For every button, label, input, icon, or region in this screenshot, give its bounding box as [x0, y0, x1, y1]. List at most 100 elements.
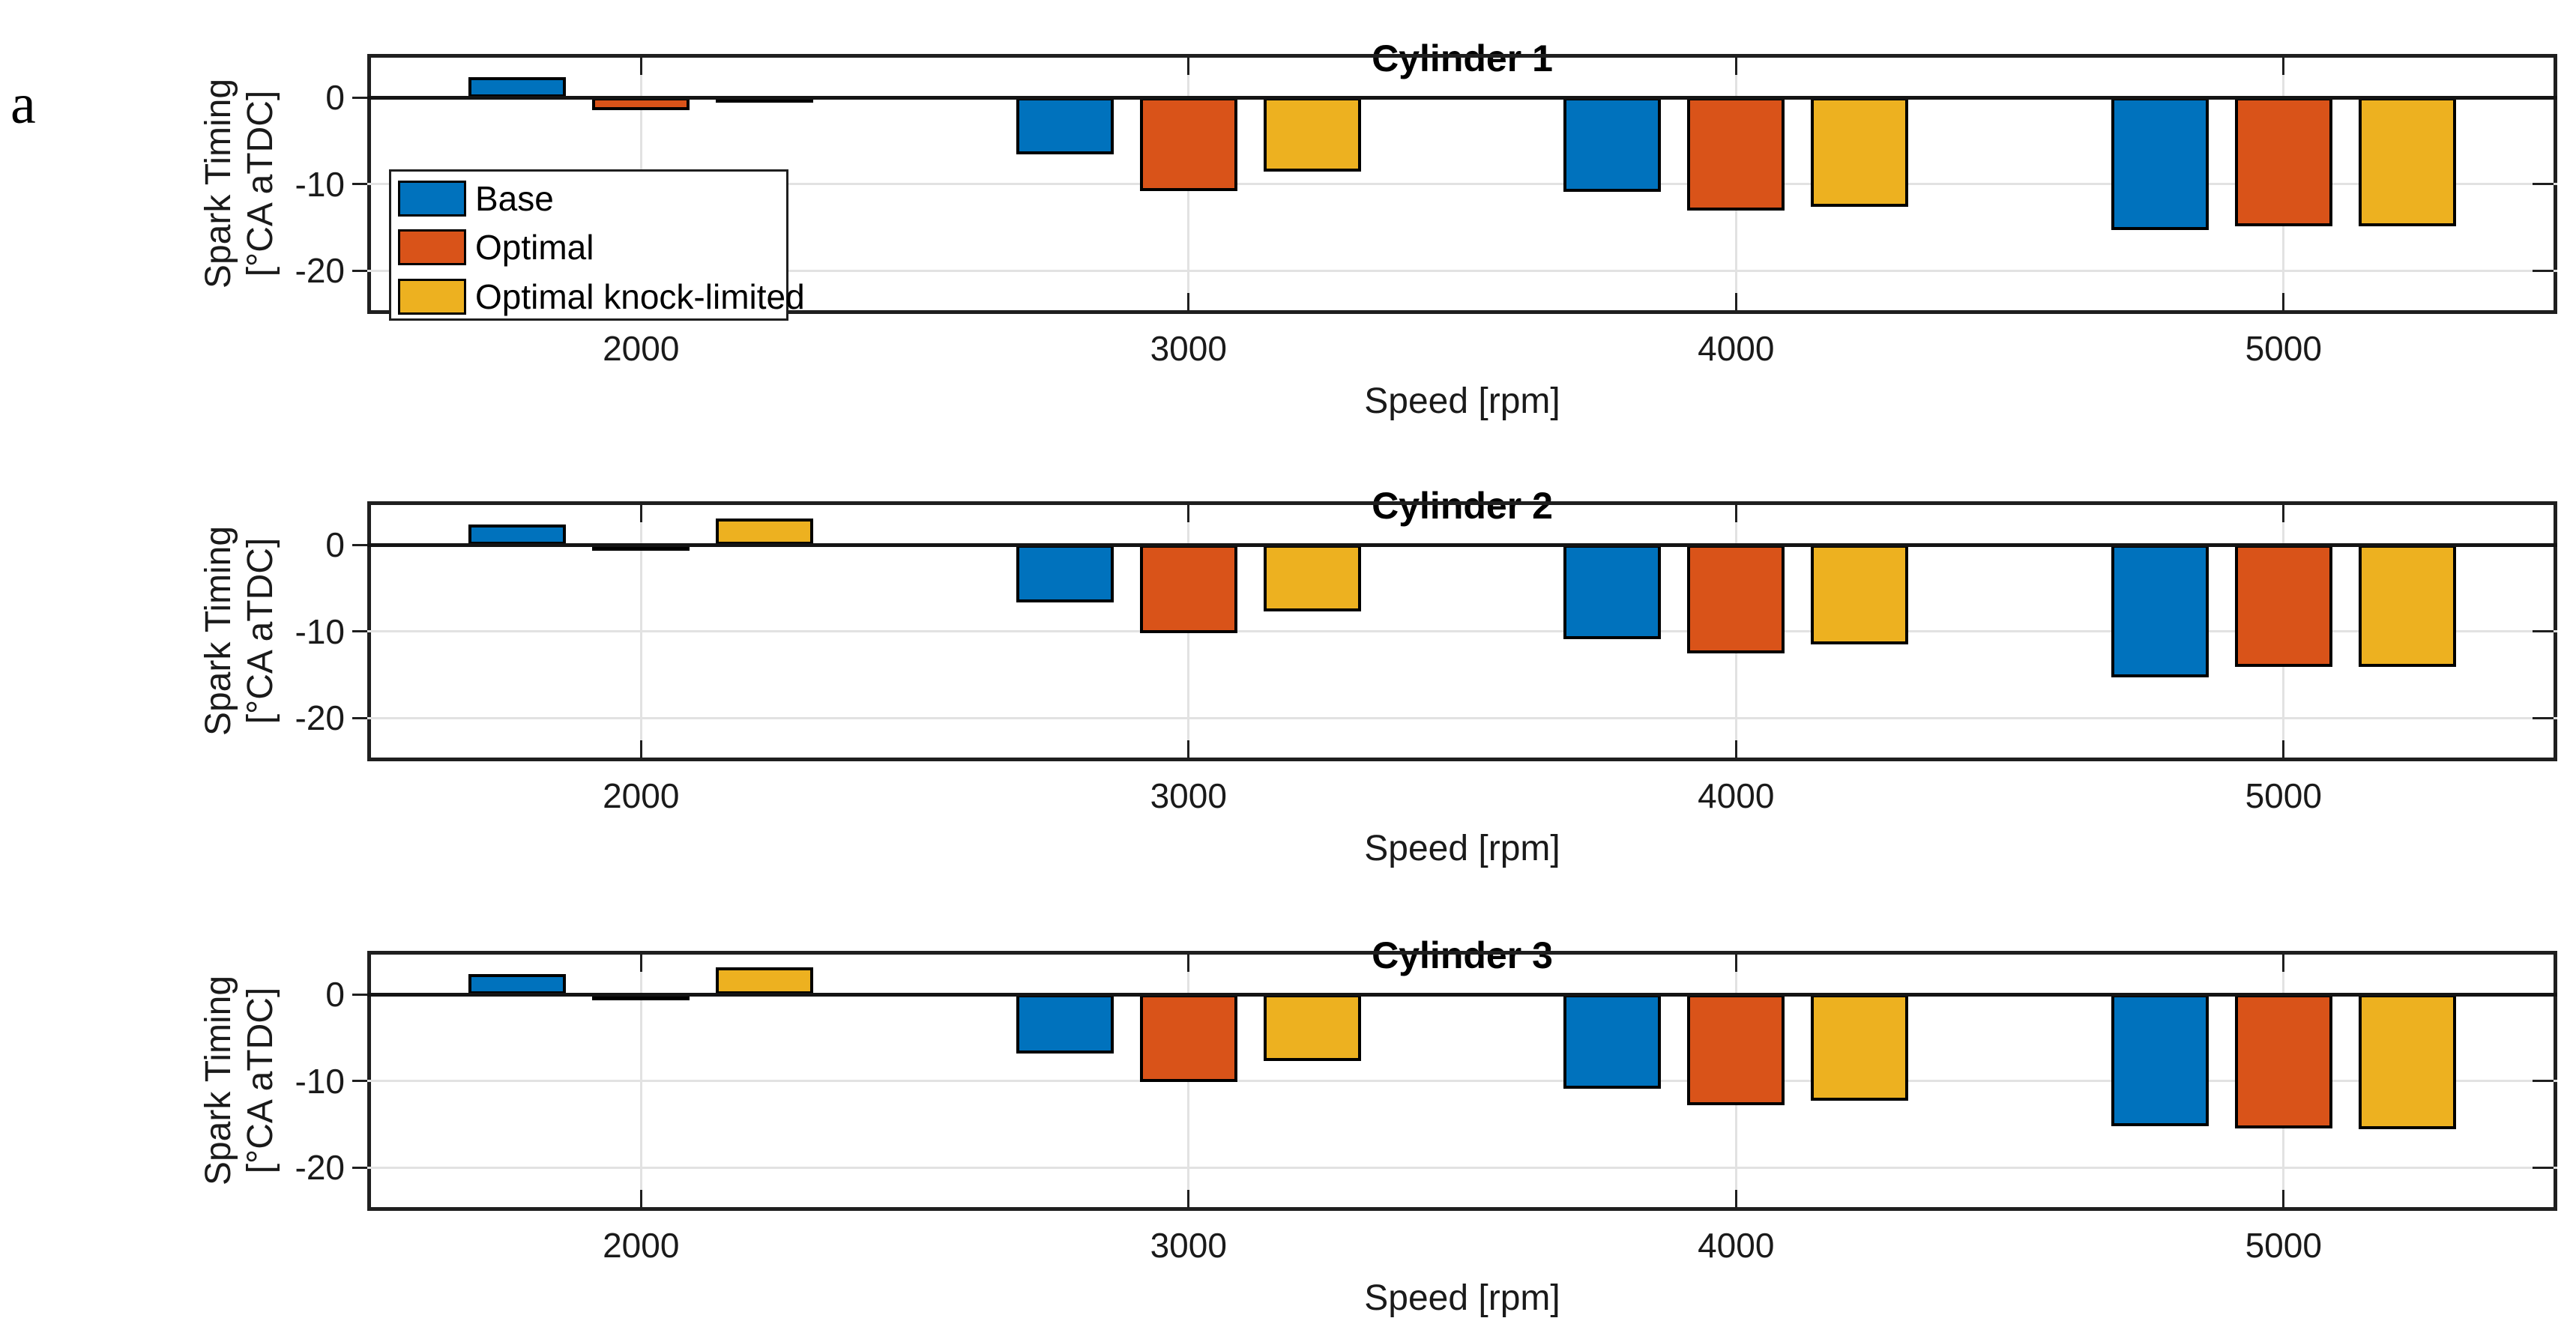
bar-optimal-knock-limited-3000: [1264, 994, 1361, 1061]
y-tick-left--20: [352, 1166, 367, 1169]
x-tick-top-4000: [1734, 501, 1737, 522]
gridline-horizontal--20: [367, 1166, 2557, 1169]
y-tick-label-0: 0: [325, 975, 345, 1014]
x-tick-top-3000: [1187, 54, 1190, 75]
bar-optimal-knock-limited-5000: [2359, 97, 2456, 226]
y-tick-left-0: [352, 543, 367, 546]
x-tick-bottom-2000: [639, 1190, 642, 1211]
bar-optimal-3000: [1140, 994, 1237, 1082]
bar-base-2000: [468, 974, 566, 994]
gridline-horizontal--10: [367, 630, 2557, 633]
legend-label-knock-limited: Optimal knock-limited: [475, 277, 805, 316]
y-tick-label--20: -20: [295, 1148, 345, 1188]
legend-row-base: Base: [391, 181, 786, 217]
x-tick-label-2000: 2000: [603, 329, 680, 368]
bar-optimal-knock-limited-3000: [1264, 545, 1361, 611]
bar-optimal-knock-limited-4000: [1811, 994, 1908, 1101]
x-tick-label-4000: 4000: [1698, 329, 1775, 368]
x-axis-label: Speed [rpm]: [1364, 381, 1560, 421]
y-tick-left--10: [352, 183, 367, 186]
bar-base-5000: [2111, 97, 2209, 230]
y-tick-left-0: [352, 96, 367, 99]
x-tick-bottom-2000: [639, 740, 642, 761]
x-tick-top-3000: [1187, 501, 1190, 522]
bar-optimal-knock-limited-5000: [2359, 545, 2456, 667]
bar-base-5000: [2111, 545, 2209, 677]
bar-base-3000: [1016, 994, 1114, 1054]
bar-base-3000: [1016, 97, 1114, 154]
x-tick-label-3000: 3000: [1150, 329, 1227, 368]
legend-row-optimal: Optimal: [391, 229, 786, 265]
y-tick-label--20: -20: [295, 251, 345, 291]
x-tick-label-2000: 2000: [603, 1226, 680, 1265]
y-tick-label--10: -10: [295, 1061, 345, 1101]
bar-optimal-knock-limited-3000: [1264, 97, 1361, 172]
y-tick-right--20: [2533, 1166, 2554, 1169]
x-tick-top-4000: [1734, 951, 1737, 972]
x-tick-bottom-4000: [1734, 740, 1737, 761]
bar-optimal-2000: [592, 97, 690, 110]
zero-axis-line: [367, 95, 2557, 100]
legend-swatch-optimal: [398, 229, 466, 265]
x-tick-label-4000: 4000: [1698, 776, 1775, 815]
x-axis-label: Speed [rpm]: [1364, 829, 1560, 868]
y-tick-label--20: -20: [295, 698, 345, 738]
bar-optimal-knock-limited-2000: [716, 967, 813, 994]
legend-swatch-base: [398, 181, 466, 217]
y-tick-left--20: [352, 716, 367, 719]
legend-label-optimal: Optimal: [475, 228, 594, 267]
chart-title: Cylinder 1: [1372, 37, 1553, 79]
gridline-horizontal--10: [367, 1080, 2557, 1083]
bar-optimal-knock-limited-4000: [1811, 545, 1908, 644]
y-tick-label--10: -10: [295, 164, 345, 204]
chart-cylinder-1: Cylinder 1 Spark Timing [°CA aTDC] Base …: [0, 0, 2576, 430]
x-tick-top-3000: [1187, 951, 1190, 972]
x-tick-bottom-5000: [2282, 293, 2285, 314]
legend-label-base: Base: [475, 179, 554, 218]
x-tick-label-5000: 5000: [2245, 1226, 2322, 1265]
zero-axis-line: [367, 542, 2557, 547]
chart-title: Cylinder 2: [1372, 484, 1553, 527]
x-tick-top-5000: [2282, 951, 2285, 972]
bar-optimal-5000: [2235, 97, 2332, 226]
x-tick-bottom-4000: [1734, 1190, 1737, 1211]
chart-cylinder-3: Cylinder 3 Spark Timing [°CA aTDC] Speed…: [0, 897, 2576, 1327]
bar-optimal-5000: [2235, 994, 2332, 1128]
bar-base-4000: [1563, 994, 1661, 1089]
x-tick-top-2000: [639, 951, 642, 972]
panel-label: a: [10, 73, 36, 136]
bar-optimal-knock-limited-5000: [2359, 994, 2456, 1129]
bar-optimal-3000: [1140, 545, 1237, 633]
x-tick-bottom-4000: [1734, 293, 1737, 314]
y-tick-left--20: [352, 269, 367, 272]
y-tick-right--10: [2533, 1080, 2554, 1083]
y-tick-right--20: [2533, 269, 2554, 272]
chart-cylinder-2: Cylinder 2 Spark Timing [°CA aTDC] Speed…: [0, 447, 2576, 877]
y-tick-label-0: 0: [325, 525, 345, 564]
bar-base-2000: [468, 77, 566, 97]
y-tick-label-0: 0: [325, 78, 345, 117]
bar-optimal-knock-limited-2000: [716, 519, 813, 545]
legend-row-knock-limited: Optimal knock-limited: [391, 279, 805, 315]
legend-swatch-knock-limited: [398, 279, 466, 315]
bar-optimal-4000: [1687, 545, 1785, 653]
gridline-horizontal--20: [367, 269, 2557, 272]
y-tick-left--10: [352, 1080, 367, 1083]
x-tick-label-4000: 4000: [1698, 1226, 1775, 1265]
x-tick-top-2000: [639, 501, 642, 522]
bar-base-4000: [1563, 97, 1661, 192]
bar-base-4000: [1563, 545, 1661, 639]
bar-optimal-5000: [2235, 545, 2332, 667]
bar-optimal-4000: [1687, 97, 1785, 211]
x-tick-bottom-5000: [2282, 1190, 2285, 1211]
x-tick-top-2000: [639, 54, 642, 75]
bar-base-3000: [1016, 545, 1114, 602]
gridline-horizontal--10: [367, 183, 2557, 186]
legend: Base Optimal Optimal knock-limited: [389, 169, 805, 321]
x-tick-label-3000: 3000: [1150, 1226, 1227, 1265]
gridline-horizontal--20: [367, 716, 2557, 719]
x-tick-bottom-5000: [2282, 740, 2285, 761]
x-tick-bottom-3000: [1187, 740, 1190, 761]
zero-axis-line: [367, 992, 2557, 997]
